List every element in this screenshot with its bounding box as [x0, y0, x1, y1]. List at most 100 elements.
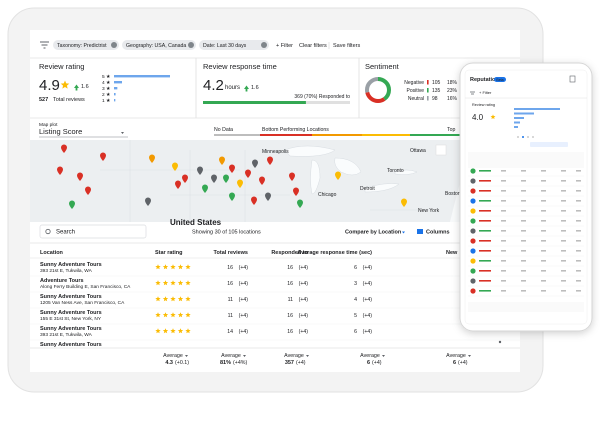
map-pin[interactable]: [229, 192, 235, 201]
phone-cell: [561, 190, 566, 192]
sentiment-swatch: [427, 96, 429, 101]
chip-remove[interactable]: [111, 42, 117, 48]
filter-chip[interactable]: [199, 40, 269, 50]
column-header[interactable]: Star rating: [155, 250, 183, 256]
response-change: 1.6: [251, 85, 259, 91]
lake: [284, 145, 336, 157]
add-filter-button[interactable]: + Filter: [276, 43, 293, 49]
footer-value: 6: [367, 360, 370, 366]
column-header[interactable]: Location: [40, 250, 64, 256]
legend-scale: [214, 134, 260, 136]
map-pin[interactable]: [229, 164, 235, 174]
phone-row-avatar: [470, 268, 476, 274]
sentiment-count: 105: [432, 80, 441, 86]
column-header[interactable]: Responded to: [271, 250, 308, 256]
map-pin[interactable]: [85, 186, 91, 196]
map-place-label: Minneapolis: [262, 149, 289, 155]
sentiment-count: 135: [432, 88, 441, 94]
dropdown-arrow: [402, 231, 405, 234]
footer-label[interactable]: Average: [360, 353, 380, 359]
columns-button[interactable]: Columns: [426, 230, 450, 236]
phone-cell: [501, 220, 506, 222]
map-pin[interactable]: [149, 154, 155, 164]
rating-bar: [114, 99, 116, 102]
map-pin[interactable]: [61, 144, 67, 154]
phone-cell: [541, 230, 546, 232]
map-pin[interactable]: [219, 156, 225, 166]
badge-label: Beta: [496, 78, 503, 82]
phone-filter-button[interactable]: + Filter: [479, 90, 492, 95]
map-pin[interactable]: [145, 197, 151, 207]
calendar-icon[interactable]: [569, 75, 576, 83]
map-pin[interactable]: [211, 174, 217, 184]
phone-row-avatar: [470, 178, 476, 184]
search-box[interactable]: [39, 224, 147, 239]
map-pin[interactable]: [237, 179, 243, 189]
total-reviews: 527: [39, 97, 48, 103]
filter-chip[interactable]: [122, 40, 196, 50]
map-pin[interactable]: [335, 171, 341, 181]
map-place-label: Chicago: [318, 192, 337, 198]
save-filters-button[interactable]: Save filters: [333, 43, 360, 49]
column-header[interactable]: New: [446, 250, 458, 256]
map-pin[interactable]: [172, 162, 178, 172]
phone-row-avatar: [470, 188, 476, 194]
phone-row-bar: [479, 260, 491, 262]
footer-label[interactable]: Average: [446, 353, 466, 359]
map-pin[interactable]: [252, 159, 258, 169]
map-pin[interactable]: [223, 174, 229, 184]
phone-row-bar: [479, 220, 491, 222]
map-pin[interactable]: [289, 172, 295, 182]
rating-bar-label: 2 ★: [102, 92, 111, 98]
phone-cell: [521, 220, 526, 222]
compare-button[interactable]: Compare by Location: [345, 230, 402, 236]
phone-cell: [576, 290, 581, 292]
map-pin[interactable]: [245, 169, 251, 179]
footer-label[interactable]: Average: [221, 353, 241, 359]
map-pin[interactable]: [401, 198, 407, 207]
map-pin[interactable]: [265, 192, 271, 201]
map-pin[interactable]: [251, 196, 257, 206]
phone-cell: [541, 280, 546, 282]
map-pin[interactable]: [202, 184, 208, 194]
map-metric-select[interactable]: Listing Score: [39, 127, 82, 136]
legend-label: Top: [447, 127, 455, 133]
sentiment-label: Negative: [404, 80, 424, 86]
badge: [494, 77, 506, 82]
footer-label[interactable]: Average: [163, 353, 183, 359]
phone-row-bar: [479, 180, 491, 182]
footer-label[interactable]: Average: [284, 353, 304, 359]
map-pin[interactable]: [57, 166, 63, 176]
filter-chip[interactable]: [53, 40, 119, 50]
map-pin[interactable]: [100, 152, 106, 162]
map-pin[interactable]: [175, 180, 181, 190]
fullscreen-button[interactable]: [435, 144, 447, 156]
progress-bar: [203, 101, 306, 104]
total-reviews-label: Total reviews: [53, 97, 85, 103]
cell-change: (+4): [299, 265, 309, 271]
chip-remove[interactable]: [188, 42, 194, 48]
column-header[interactable]: Average response time (sec): [297, 250, 372, 256]
column-header[interactable]: Total reviews: [214, 250, 248, 256]
phone-row-bar: [479, 170, 491, 172]
clear-filters-button[interactable]: Clear filters: [299, 43, 327, 49]
map-pin[interactable]: [297, 199, 303, 209]
phone-cell: [561, 250, 566, 252]
phone-screen: [464, 69, 588, 325]
map-pin[interactable]: [259, 176, 265, 186]
map-pin[interactable]: [69, 200, 75, 210]
star-icon: [155, 296, 161, 302]
map-pin[interactable]: [197, 166, 203, 176]
legend-scale: [312, 134, 362, 136]
filter-chip-label: Taxonomy: Predictrist: [57, 43, 107, 49]
map-pin[interactable]: [267, 156, 273, 166]
phone-footer: [468, 302, 584, 312]
phone-cell: [541, 170, 546, 172]
map-pin[interactable]: [77, 172, 83, 182]
map-pin[interactable]: [293, 187, 299, 197]
map-pin[interactable]: [182, 174, 188, 184]
legend-scale: [362, 134, 410, 136]
filter-icon: [470, 91, 475, 95]
chip-remove[interactable]: [261, 42, 267, 48]
search-placeholder: Search: [56, 230, 75, 236]
